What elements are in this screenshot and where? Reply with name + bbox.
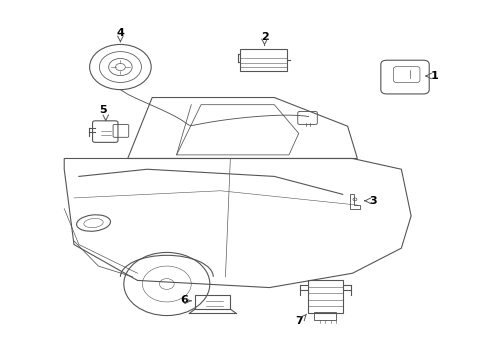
Text: 7: 7 [295, 316, 303, 326]
Text: 3: 3 [369, 196, 377, 206]
Text: 4: 4 [117, 28, 124, 38]
Text: 6: 6 [180, 295, 188, 305]
Text: 1: 1 [431, 71, 439, 81]
Text: 5: 5 [99, 105, 107, 116]
Text: 2: 2 [261, 32, 269, 42]
